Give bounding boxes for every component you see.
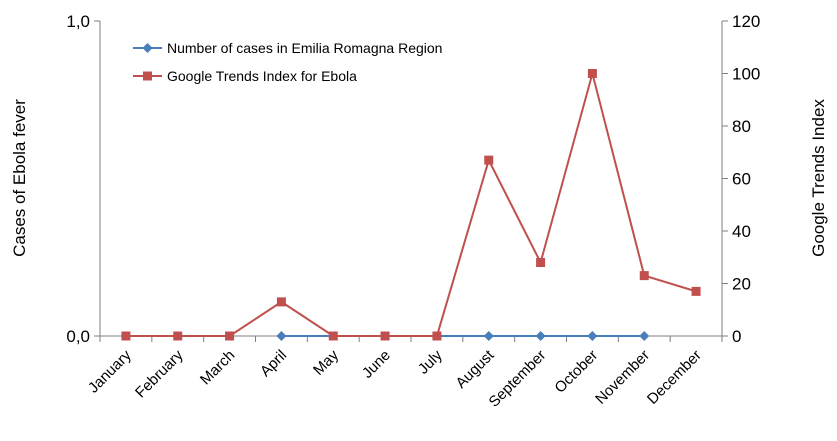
y-right-tick-label: 80 xyxy=(732,117,751,136)
series-1-point xyxy=(535,331,546,341)
series-layer xyxy=(121,69,701,341)
x-category-label: October xyxy=(551,347,601,397)
series-1-point xyxy=(276,331,287,341)
series-2-point xyxy=(380,331,390,341)
series-1-point xyxy=(483,331,494,341)
x-category-label: August xyxy=(453,346,499,392)
legend-label: Google Trends Index for Ebola xyxy=(167,68,357,84)
x-category-label: January xyxy=(85,346,135,396)
y-right-tick-label: 60 xyxy=(732,170,751,189)
series-2 xyxy=(121,69,701,341)
legend-swatch-marker xyxy=(143,71,152,81)
y-right-tick-label: 0 xyxy=(732,327,741,346)
y-right-tick-label: 40 xyxy=(732,222,751,241)
y-right-tick-label: 120 xyxy=(732,12,760,31)
series-1-point xyxy=(587,331,598,341)
series-2-point xyxy=(639,271,649,281)
series-2-point xyxy=(432,331,442,341)
series-2-point xyxy=(328,331,338,341)
legend-label: Number of cases in Emilia Romagna Region xyxy=(167,40,442,56)
y-left-tick-label: 0,0 xyxy=(66,327,90,346)
series-2-point xyxy=(536,258,546,267)
x-category-label: July xyxy=(415,346,446,377)
series-2-point xyxy=(276,297,286,307)
x-category-label: February xyxy=(132,346,187,401)
series-2-point xyxy=(225,331,235,341)
series-1-point xyxy=(639,331,650,341)
x-category-label: June xyxy=(359,347,394,382)
y-right-tick-label: 100 xyxy=(732,65,760,84)
x-category-label: May xyxy=(310,346,342,378)
x-category-label: April xyxy=(257,347,290,380)
series-2-point xyxy=(173,331,183,341)
series-2-line xyxy=(125,69,697,337)
y-right-tick-label: 20 xyxy=(732,275,751,294)
series-2-point xyxy=(691,286,701,296)
y-axis-right-title: Google Trends Index xyxy=(809,99,828,257)
x-category-label: December xyxy=(644,347,705,408)
legend-swatch-marker xyxy=(142,43,153,53)
x-category-label: March xyxy=(197,347,238,388)
series-2-point xyxy=(587,69,597,78)
series-2-point xyxy=(121,331,131,341)
series-2-point xyxy=(484,155,494,165)
legend: Number of cases in Emilia Romagna Region… xyxy=(133,40,442,84)
x-category-label: November xyxy=(592,347,653,408)
y-axis-left-title: Cases of Ebola fever xyxy=(10,99,29,257)
y-left-tick-label: 1,0 xyxy=(66,12,90,31)
